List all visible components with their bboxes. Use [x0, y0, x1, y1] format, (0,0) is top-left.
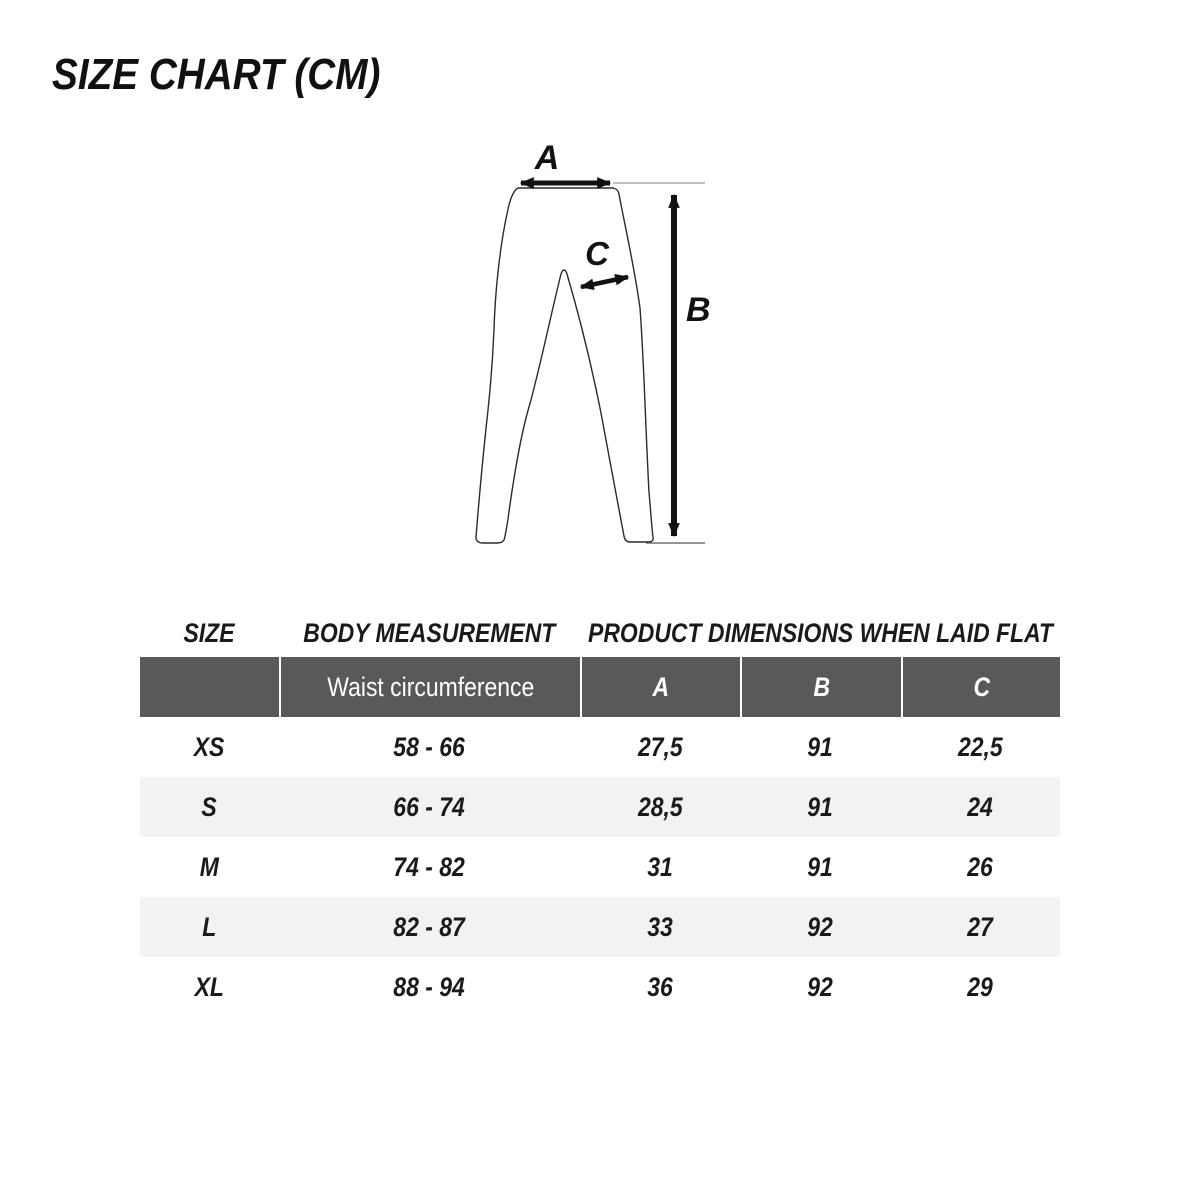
label-b: B — [686, 291, 711, 329]
size-value: M — [199, 851, 220, 882]
b-value: 91 — [807, 791, 834, 822]
b-cell: 91 — [740, 837, 901, 897]
subheader-waist: Waist circumference — [279, 657, 580, 717]
b-cell: 92 — [740, 957, 901, 1017]
label-a: A — [534, 139, 560, 177]
a-cell: 33 — [580, 897, 740, 957]
group-header-product-label: PRODUCT DIMENSIONS WHEN LAID FLAT — [587, 618, 1053, 648]
size-cell: S — [140, 777, 279, 837]
subheader-a-label: A — [652, 671, 670, 702]
page-title: SIZE CHART (CM) — [52, 50, 381, 99]
group-header-size-label: SIZE — [183, 618, 235, 648]
c-value: 24 — [967, 791, 994, 822]
b-value: 91 — [807, 851, 834, 882]
pants-outline — [475, 187, 654, 544]
a-value: 28,5 — [637, 791, 683, 822]
subheader-waist-label: Waist circumference — [326, 671, 535, 702]
b-value: 92 — [807, 911, 834, 942]
size-cell: XS — [140, 717, 279, 777]
b-value: 91 — [807, 731, 834, 762]
c-value: 27 — [967, 911, 994, 942]
subheader-size-empty — [140, 657, 279, 717]
b-value: 92 — [807, 971, 834, 1002]
a-value: 27,5 — [637, 731, 683, 762]
size-table: SIZE BODY MEASUREMENT PRODUCT DIMENSIONS… — [140, 610, 1060, 1017]
c-value: 29 — [967, 971, 994, 1002]
waist-cell: 82 - 87 — [279, 897, 580, 957]
a-value: 33 — [647, 911, 673, 942]
size-cell: XL — [140, 957, 279, 1017]
table-row-m: M 74 - 82 31 91 26 — [140, 837, 1060, 897]
size-value: S — [201, 791, 218, 822]
pants-diagram: A B C — [475, 139, 711, 544]
group-header-body-measurement: BODY MEASUREMENT — [279, 618, 580, 649]
table-subheader-row: Waist circumference A B C — [140, 657, 1060, 717]
c-cell: 26 — [901, 837, 1060, 897]
waist-value: 74 - 82 — [393, 851, 466, 882]
b-cell: 91 — [740, 777, 901, 837]
waist-value: 88 - 94 — [393, 971, 466, 1002]
table-row-xs: XS 58 - 66 27,5 91 22,5 — [140, 717, 1060, 777]
subheader-a: A — [580, 657, 740, 717]
table-row-l: L 82 - 87 33 92 27 — [140, 897, 1060, 957]
waist-value: 82 - 87 — [393, 911, 466, 942]
c-cell: 24 — [901, 777, 1060, 837]
b-cell: 92 — [740, 897, 901, 957]
label-c: C — [585, 235, 610, 272]
size-cell: L — [140, 897, 279, 957]
c-cell: 29 — [901, 957, 1060, 1017]
waist-cell: 74 - 82 — [279, 837, 580, 897]
group-header-product-dimensions: PRODUCT DIMENSIONS WHEN LAID FLAT — [580, 618, 1060, 649]
c-value: 26 — [967, 851, 994, 882]
group-header-body-label: BODY MEASUREMENT — [303, 618, 556, 648]
table-row-s: S 66 - 74 28,5 91 24 — [140, 777, 1060, 837]
waist-value: 58 - 66 — [393, 731, 466, 762]
waist-cell: 58 - 66 — [279, 717, 580, 777]
a-cell: 36 — [580, 957, 740, 1017]
waist-cell: 66 - 74 — [279, 777, 580, 837]
size-cell: M — [140, 837, 279, 897]
subheader-b: B — [740, 657, 901, 717]
subheader-c: C — [901, 657, 1060, 717]
table-row-xl: XL 88 - 94 36 92 29 — [140, 957, 1060, 1017]
c-value: 22,5 — [958, 731, 1003, 762]
group-header-size: SIZE — [140, 618, 279, 649]
size-value: XS — [194, 731, 225, 762]
size-value: L — [202, 911, 217, 942]
a-cell: 31 — [580, 837, 740, 897]
b-cell: 91 — [740, 717, 901, 777]
a-cell: 27,5 — [580, 717, 740, 777]
table-group-header-row: SIZE BODY MEASUREMENT PRODUCT DIMENSIONS… — [140, 610, 1060, 657]
crotch-arrow-c — [579, 273, 630, 291]
subheader-b-label: B — [813, 671, 830, 702]
c-cell: 22,5 — [901, 717, 1060, 777]
subheader-c-label: C — [973, 671, 990, 702]
waist-cell: 88 - 94 — [279, 957, 580, 1017]
a-value: 36 — [647, 971, 673, 1002]
c-cell: 27 — [901, 897, 1060, 957]
size-value: XL — [194, 971, 225, 1002]
a-cell: 28,5 — [580, 777, 740, 837]
waist-value: 66 - 74 — [393, 791, 466, 822]
a-value: 31 — [647, 851, 673, 882]
